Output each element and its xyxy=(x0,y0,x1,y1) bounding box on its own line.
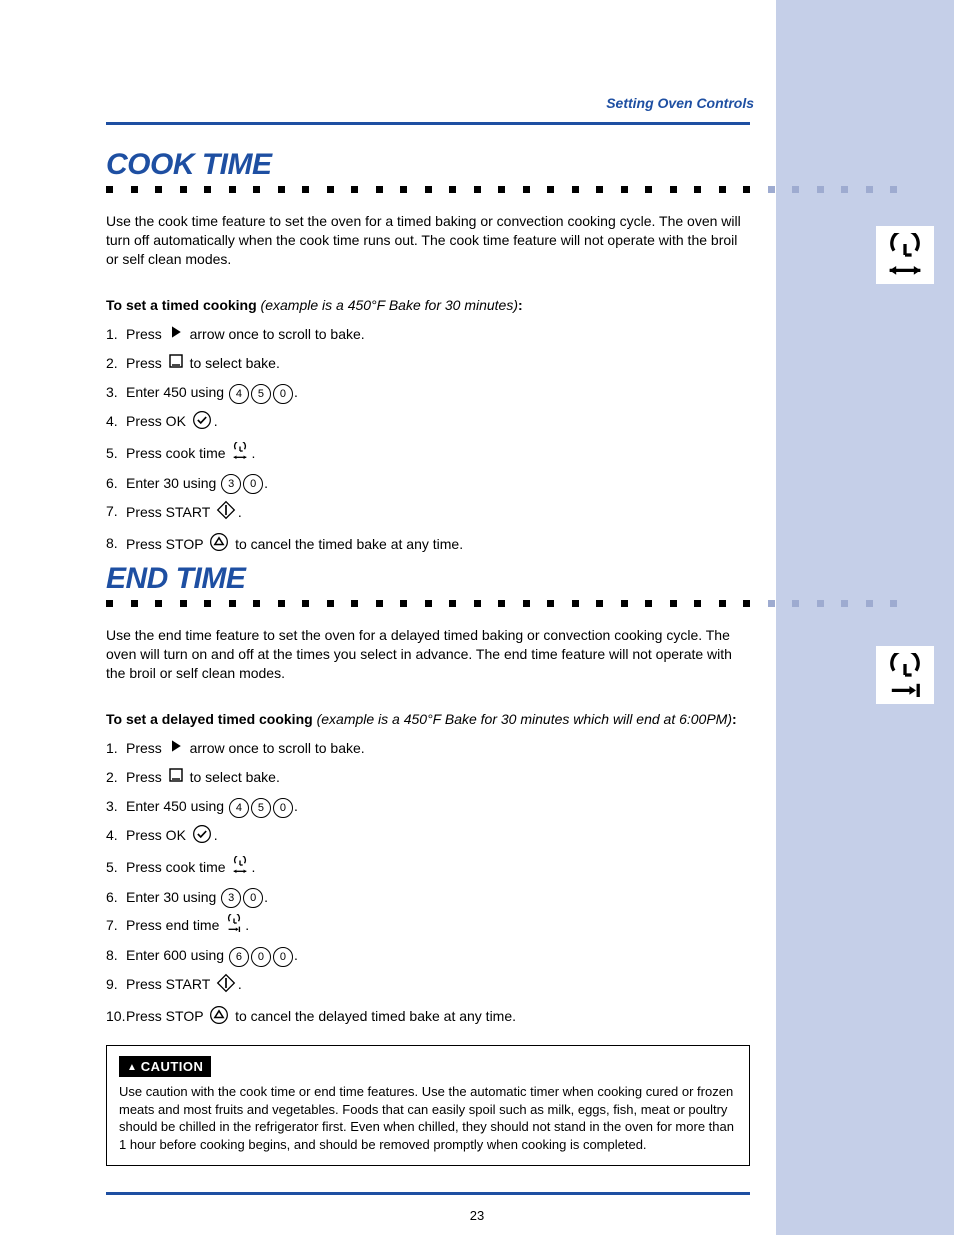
step: 10.Press STOP to cancel the delayed time… xyxy=(106,1005,750,1031)
cook-time-steps: 1.Press arrow once to scroll to bake. 2.P… xyxy=(106,323,750,558)
square-oven-icon xyxy=(168,353,184,375)
step: 4.Press OK . xyxy=(106,410,750,436)
step: 5.Press cook time . xyxy=(106,856,750,880)
cook-time-small-icon xyxy=(231,856,249,880)
step: 3.Enter 450 using 450. xyxy=(106,381,750,403)
triangle-right-icon xyxy=(168,324,184,346)
triangle-right-icon xyxy=(168,738,184,760)
step: 8.Press STOP to cancel the timed bake at… xyxy=(106,532,750,558)
step: 8.Enter 600 using 600. xyxy=(106,944,750,966)
start-icon xyxy=(216,973,236,999)
page: Setting Oven Controls COOK TIME Use the … xyxy=(0,0,954,1235)
cook-time-howto: To set a timed cooking (example is a 450… xyxy=(106,297,750,313)
keypad-4: 4 xyxy=(229,384,249,404)
top-rule xyxy=(106,122,750,125)
howto-colon: : xyxy=(732,711,737,727)
keypad-0: 0 xyxy=(273,798,293,818)
bottom-rule xyxy=(106,1192,750,1195)
end-time-icon xyxy=(876,646,934,704)
keypad-6: 6 xyxy=(229,947,249,967)
header-section-name: Setting Oven Controls xyxy=(606,95,754,111)
cook-time-intro: Use the cook time feature to set the ove… xyxy=(106,212,746,269)
step: 5.Press cook time . xyxy=(106,442,750,466)
dotted-divider xyxy=(106,186,934,194)
page-number: 23 xyxy=(470,1208,484,1223)
section-cook-time: COOK TIME Use the cook time feature to s… xyxy=(106,148,750,564)
step: 3.Enter 450 using 450. xyxy=(106,795,750,817)
keypad-3: 3 xyxy=(221,888,241,908)
keypad-3: 3 xyxy=(221,474,241,494)
step: 6.Enter 30 using 30. xyxy=(106,886,750,908)
caution-text: Use caution with the cook time or end ti… xyxy=(119,1084,734,1152)
caution-box: CAUTION Use caution with the cook time o… xyxy=(106,1045,750,1167)
end-time-small-icon xyxy=(225,914,243,938)
keypad-4: 4 xyxy=(229,798,249,818)
step: 7.Press end time . xyxy=(106,914,750,938)
end-time-title: END TIME xyxy=(106,562,750,596)
end-time-steps: 1.Press arrow once to scroll to bake. 2.P… xyxy=(106,737,750,1031)
ok-check-icon xyxy=(192,824,212,850)
step: 1.Press arrow once to scroll to bake. xyxy=(106,323,750,346)
start-icon xyxy=(216,500,236,526)
dotted-divider xyxy=(106,600,934,608)
howto-colon: : xyxy=(518,297,523,313)
keypad-5: 5 xyxy=(251,798,271,818)
end-time-howto: To set a delayed timed cooking (example … xyxy=(106,711,750,727)
step: 4.Press OK . xyxy=(106,824,750,850)
step: 9.Press START . xyxy=(106,973,750,999)
ok-check-icon xyxy=(192,410,212,436)
keypad-5: 5 xyxy=(251,384,271,404)
howto-example: (example is a 450°F Bake for 30 minutes) xyxy=(261,297,518,313)
stop-icon xyxy=(209,1005,229,1031)
square-oven-icon xyxy=(168,767,184,789)
keypad-0: 0 xyxy=(273,947,293,967)
cook-time-small-icon xyxy=(231,442,249,466)
step: 6.Enter 30 using 30. xyxy=(106,472,750,494)
howto-example: (example is a 450°F Bake for 30 minutes … xyxy=(317,711,732,727)
stop-icon xyxy=(209,532,229,558)
step: 2.Press to select bake. xyxy=(106,352,750,375)
howto-lead: To set a timed cooking xyxy=(106,297,261,313)
section-end-time: END TIME Use the end time feature to set… xyxy=(106,562,750,1166)
keypad-0: 0 xyxy=(243,888,263,908)
caution-label: CAUTION xyxy=(119,1056,211,1078)
step: 2.Press to select bake. xyxy=(106,766,750,789)
keypad-0: 0 xyxy=(243,474,263,494)
step: 1.Press arrow once to scroll to bake. xyxy=(106,737,750,760)
step: 7.Press START . xyxy=(106,500,750,526)
keypad-0: 0 xyxy=(251,947,271,967)
howto-lead: To set a delayed timed cooking xyxy=(106,711,317,727)
keypad-0: 0 xyxy=(273,384,293,404)
cook-time-icon xyxy=(876,226,934,284)
cook-time-title: COOK TIME xyxy=(106,148,750,182)
end-time-intro: Use the end time feature to set the oven… xyxy=(106,626,746,683)
